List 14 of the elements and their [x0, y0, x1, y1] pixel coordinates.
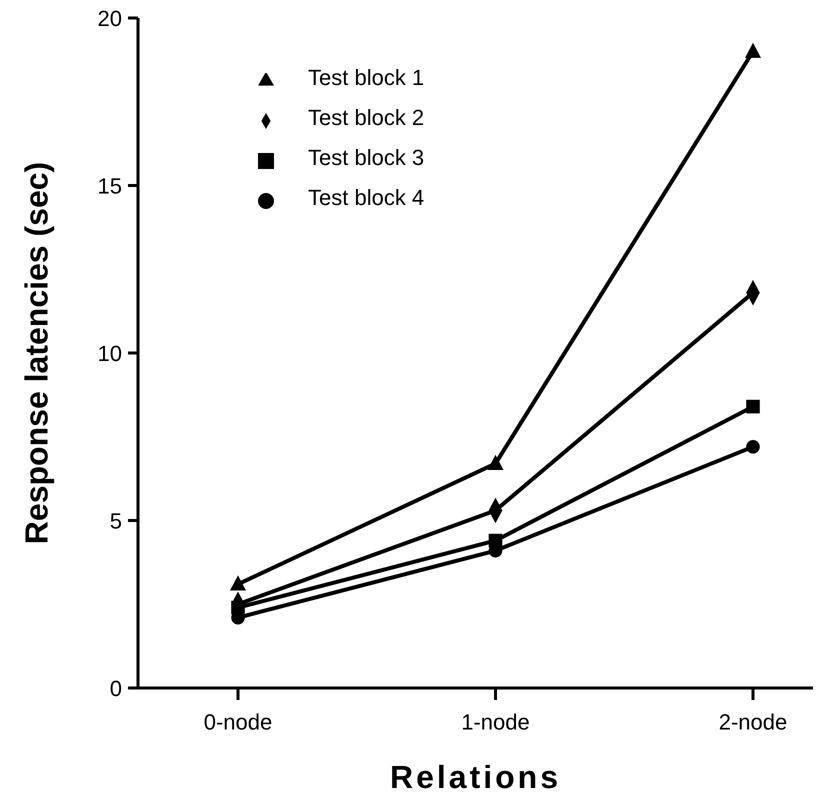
x-tick-label: 0-node [204, 710, 272, 735]
y-tick-label: 10 [98, 340, 122, 366]
y-tick-label: 20 [98, 6, 122, 31]
legend-label: Test block 3 [308, 145, 424, 170]
legend-label: Test block 1 [308, 65, 424, 90]
legend-label: Test block 4 [308, 185, 424, 210]
y-tick-label: 5 [110, 508, 122, 534]
y-tick-label: 15 [98, 173, 122, 198]
x-axis-title: Relations [390, 759, 562, 795]
x-tick-label: 1-node [461, 710, 530, 735]
x-tick-label: 2-node [718, 710, 788, 735]
legend-label: Test block 2 [308, 105, 424, 130]
y-axis-title: Response latencies (sec) [18, 162, 54, 544]
y-tick-label: 0 [110, 676, 122, 701]
